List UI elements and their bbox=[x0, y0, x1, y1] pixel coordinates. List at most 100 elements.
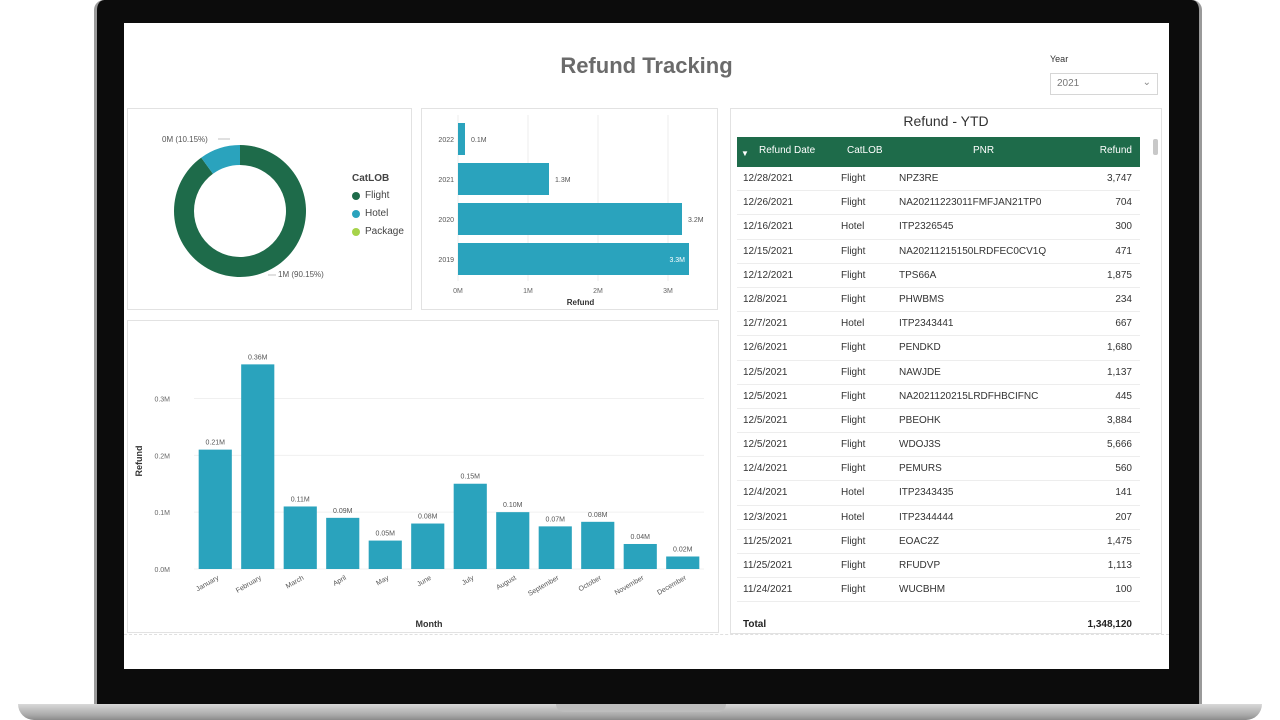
bar-year-2020 bbox=[458, 203, 682, 235]
x-axis-title: Refund bbox=[567, 298, 595, 307]
table-row[interactable]: 12/26/2021 Flight NA20211223011FMFJAN21TP0… bbox=[737, 191, 1140, 216]
table-row[interactable]: 11/25/2021 Flight EOAC2Z 1,475 bbox=[737, 530, 1140, 554]
laptop-notch bbox=[556, 704, 726, 712]
table-row[interactable]: 12/4/2021 Flight PEMURS 560 bbox=[737, 457, 1140, 482]
table-row[interactable]: 12/5/2021 Flight WDOJ3S 5,666 bbox=[737, 433, 1140, 458]
cell-date: 11/25/2021 bbox=[743, 535, 793, 547]
cell-date: 11/24/2021 bbox=[743, 584, 793, 596]
column-header-refund[interactable]: Refund bbox=[1099, 145, 1132, 156]
cell-refund: 141 bbox=[1115, 487, 1132, 499]
cell-pnr: EOAC2Z bbox=[899, 535, 940, 547]
cell-refund: 445 bbox=[1115, 390, 1132, 402]
table-row[interactable]: 12/5/2021 Flight NAWJDE 1,137 bbox=[737, 361, 1140, 385]
table-body: 12/28/2021 Flight NPZ3RE 3,747 12/26/2021 Fli… bbox=[737, 167, 1140, 603]
bar-month-april bbox=[326, 517, 360, 569]
bar-month-august bbox=[496, 512, 530, 569]
cell-date: 12/26/2021 bbox=[743, 197, 794, 209]
bar-data-label: 0.36M bbox=[248, 354, 268, 361]
table-row[interactable]: 12/7/2021 Hotel ITP2343441 667 bbox=[737, 312, 1140, 337]
table-row[interactable]: 12/28/2021 Flight NPZ3RE 3,747 bbox=[737, 167, 1140, 192]
cell-pnr: ITP2343435 bbox=[899, 487, 954, 499]
cell-catlob: Flight bbox=[841, 269, 866, 281]
legend-label-package: Package bbox=[365, 226, 404, 237]
table-title: Refund - YTD bbox=[903, 113, 989, 129]
bar-month-december bbox=[666, 556, 700, 569]
year-filter-select[interactable]: 2021 ⌄ bbox=[1050, 73, 1158, 95]
donut-chart-panel: 0M (10.15%) 1M (90.15%) CatLOB Flight Hot… bbox=[127, 108, 412, 310]
y-tick-label: 2019 bbox=[438, 257, 454, 264]
refund-table-panel: Refund - YTD ▼ Refund Date CatLOB PNR Re… bbox=[730, 108, 1162, 634]
bar-data-label: 0.08M bbox=[418, 514, 438, 521]
cell-date: 12/6/2021 bbox=[743, 342, 788, 354]
legend-label-hotel: Hotel bbox=[365, 208, 389, 219]
cell-date: 12/8/2021 bbox=[743, 293, 788, 305]
sort-desc-icon[interactable]: ▼ bbox=[741, 149, 749, 158]
total-value: 1,348,120 bbox=[1087, 619, 1133, 630]
bar-data-label: 0.09M bbox=[333, 508, 353, 515]
legend-item-package[interactable]: Package bbox=[352, 226, 404, 237]
cell-catlob: Flight bbox=[841, 342, 866, 354]
cell-refund: 560 bbox=[1115, 463, 1132, 475]
bar-data-label: 3.2M bbox=[688, 217, 704, 224]
cell-date: 11/25/2021 bbox=[743, 560, 793, 571]
cell-pnr: WUCBHM bbox=[899, 584, 946, 596]
cell-catlob: Hotel bbox=[841, 511, 865, 523]
table-row[interactable]: 12/3/2021 Hotel ITP2344444 207 bbox=[737, 506, 1140, 530]
cell-pnr: PEMURS bbox=[899, 463, 942, 475]
cell-refund: 300 bbox=[1115, 221, 1132, 233]
cell-refund: 100 bbox=[1115, 584, 1132, 596]
y-axis-title: Refund bbox=[134, 446, 144, 477]
cell-refund: 667 bbox=[1115, 318, 1132, 330]
cell-date: 12/4/2021 bbox=[743, 487, 788, 499]
cell-date: 12/12/2021 bbox=[743, 269, 794, 281]
cell-catlob: Hotel bbox=[841, 221, 865, 233]
cell-refund: 1,475 bbox=[1106, 535, 1132, 547]
x-tick-label: 3M bbox=[663, 288, 673, 295]
cell-pnr: RFUDVP bbox=[899, 560, 941, 571]
donut-label-hotel: 0M (10.15%) bbox=[162, 135, 208, 144]
donut-slice-flight bbox=[174, 145, 306, 277]
legend-label-flight: Flight bbox=[365, 190, 390, 201]
x-tick-label: March bbox=[285, 575, 305, 591]
table-row[interactable]: 11/25/2021 Flight RFUDVP 1,113 bbox=[737, 554, 1140, 579]
cell-pnr: PHWBMS bbox=[899, 293, 944, 305]
cell-refund: 3,884 bbox=[1106, 414, 1132, 426]
x-tick-label: 1M bbox=[523, 288, 533, 295]
cell-catlob: Flight bbox=[841, 439, 866, 451]
legend-item-hotel[interactable]: Hotel bbox=[352, 208, 404, 219]
column-header-pnr[interactable]: PNR bbox=[973, 145, 995, 156]
bar-month-february bbox=[241, 364, 275, 569]
bar-year-2019 bbox=[458, 243, 689, 275]
cell-date: 12/5/2021 bbox=[743, 414, 788, 426]
table-row[interactable]: 12/4/2021 Hotel ITP2343435 141 bbox=[737, 481, 1140, 506]
cell-pnr: WDOJ3S bbox=[899, 439, 941, 451]
cell-refund: 234 bbox=[1115, 293, 1132, 305]
table-row[interactable]: 12/5/2021 Flight PBEOHK 3,884 bbox=[737, 409, 1140, 434]
cell-catlob: Flight bbox=[841, 245, 866, 257]
table-row[interactable]: 12/15/2021 Flight NA20211215150LRDFEC0CV1Q… bbox=[737, 240, 1140, 264]
x-axis-title: Month bbox=[416, 619, 443, 629]
year-bar-chart-panel: 0M 1M 2M 3M 2022 0.1M 2021 1.3M 2020 3.2M 2019 3.3M… bbox=[421, 108, 718, 310]
table-row[interactable]: 11/24/2021 Flight WUCBHM 100 bbox=[737, 578, 1140, 603]
column-header-catlob[interactable]: CatLOB bbox=[847, 145, 883, 156]
cell-pnr: PBEOHK bbox=[899, 414, 941, 426]
bar-data-label: 0.11M bbox=[291, 496, 310, 503]
legend-title: CatLOB bbox=[352, 173, 390, 184]
bar-year-2021 bbox=[458, 163, 549, 195]
bar-data-label: 0.10M bbox=[503, 502, 523, 509]
cell-refund: 1,680 bbox=[1106, 342, 1132, 354]
table-row[interactable]: 12/6/2021 Flight PENDKD 1,680 bbox=[737, 336, 1140, 361]
table-row[interactable]: 12/8/2021 Flight PHWBMS 234 bbox=[737, 288, 1140, 313]
x-tick-label: 0M bbox=[453, 288, 463, 295]
table-header: ▼ Refund Date CatLOB PNR Refund bbox=[737, 137, 1140, 167]
table-total-row: Total 1,348,120 bbox=[737, 613, 1140, 637]
table-scrollbar[interactable] bbox=[1153, 139, 1158, 155]
table-row[interactable]: 12/5/2021 Flight NA2021120215LRDFHBCIFNC 44… bbox=[737, 385, 1140, 409]
legend-item-flight[interactable]: Flight bbox=[352, 190, 404, 201]
table-row[interactable]: 12/16/2021 Hotel ITP2326545 300 bbox=[737, 215, 1140, 240]
column-header-refund-date[interactable]: Refund Date bbox=[759, 145, 816, 156]
table-row[interactable]: 12/12/2021 Flight TPS66A 1,875 bbox=[737, 264, 1140, 288]
cell-date: 12/5/2021 bbox=[743, 390, 788, 402]
bar-data-label: 0.02M bbox=[673, 546, 693, 553]
cell-refund: 1,113 bbox=[1107, 560, 1132, 571]
